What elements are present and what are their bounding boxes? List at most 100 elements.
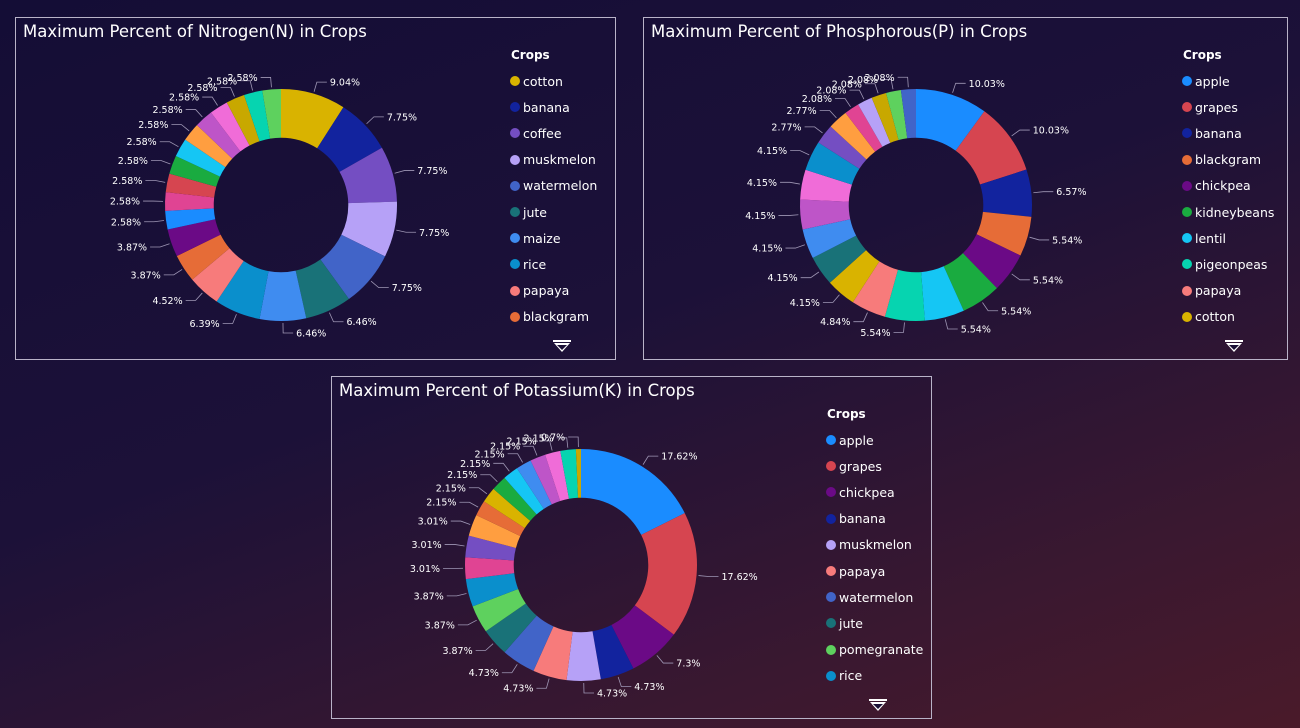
potassium-slice-pomegranate[interactable] [472,589,526,632]
phosphorous-slice-cotton[interactable] [829,250,880,303]
potassium-legend-more-button[interactable] [868,699,888,713]
potassium-slice-item-20[interactable] [560,449,579,499]
nitrogen-slice-item-10[interactable] [167,219,221,257]
nitrogen-legend-item-watermelon[interactable]: watermelon [510,173,597,199]
potassium-slice-rice[interactable] [465,573,519,607]
potassium-slice-item-11[interactable] [465,535,516,561]
phosphorous-legend-item-blackgram[interactable]: blackgram [1182,147,1274,173]
phosphorous-slice-item-18[interactable] [858,97,891,147]
nitrogen-legend-item-banana[interactable]: banana [510,94,597,120]
phosphorous-slice-item-13[interactable] [800,169,852,202]
nitrogen-slice-item-21[interactable] [262,89,281,139]
potassium-slice-item-13[interactable] [476,501,525,537]
nitrogen-legend-item-blackgram[interactable]: blackgram [510,304,597,330]
nitrogen-slice-coffee[interactable] [339,147,397,204]
potassium-slice-item-19[interactable] [545,450,569,502]
phosphorous-slice-lentil[interactable] [921,266,964,321]
potassium-legend-item-watermelon[interactable]: watermelon [826,584,923,610]
phosphorous-legend-item-cotton[interactable]: cotton [1182,304,1274,330]
potassium-legend-item-rice[interactable]: rice [826,663,923,689]
phosphorous-slice-grapes[interactable] [955,111,1027,185]
phosphorous-legend-item-apple[interactable]: apple [1182,68,1274,94]
nitrogen-slice-item-15[interactable] [175,139,226,177]
phosphorous-legend-item-kidneybeans[interactable]: kidneybeans [1182,199,1274,225]
phosphorous-legend-item-lentil[interactable]: lentil [1182,225,1274,251]
potassium-legend-item-chickpea[interactable]: chickpea [826,479,923,505]
phosphorous-slice-papaya[interactable] [852,261,898,317]
potassium-legend-item-papaya[interactable]: papaya [826,558,923,584]
nitrogen-slice-item-20[interactable] [244,90,271,142]
potassium-slice-grapes[interactable] [634,513,697,635]
nitrogen-slice-item-16[interactable] [185,125,233,168]
potassium-slice-jute[interactable] [485,603,537,653]
nitrogen-slice-item-13[interactable] [165,173,217,198]
phosphorous-legend-item-chickpea[interactable]: chickpea [1182,173,1274,199]
potassium-slice-muskmelon[interactable] [566,631,601,681]
potassium-slice-papaya[interactable] [533,626,573,681]
nitrogen-slice-rice[interactable] [216,260,269,319]
nitrogen-legend-more-button[interactable] [552,340,572,354]
phosphorous-slice-item-11[interactable] [802,219,857,258]
phosphorous-slice-item-14[interactable] [805,142,860,185]
potassium-legend-item-grapes[interactable]: grapes [826,453,923,479]
phosphorous-slice-item-15[interactable] [818,126,867,169]
phosphorous-slice-item-12[interactable] [800,199,851,230]
potassium-slice-item-17[interactable] [516,460,552,509]
phosphorous-legend-item-pigeonpeas[interactable]: pigeonpeas [1182,251,1274,277]
nitrogen-slice-cotton[interactable] [281,89,344,149]
nitrogen-slice-blackgram[interactable] [176,234,230,280]
nitrogen-legend-item-muskmelon[interactable]: muskmelon [510,147,597,173]
nitrogen-slice-item-11[interactable] [165,208,216,230]
potassium-slice-watermelon[interactable] [504,615,554,671]
nitrogen-legend-item-jute[interactable]: jute [510,199,597,225]
phosphorous-legend-item-banana[interactable]: banana [1182,120,1274,146]
potassium-slice-apple[interactable] [581,449,685,535]
nitrogen-slice-item-17[interactable] [196,112,241,159]
phosphorous-slice-banana[interactable] [980,169,1032,217]
nitrogen-slice-papaya[interactable] [192,248,244,302]
phosphorous-legend-item-papaya[interactable]: papaya [1182,278,1274,304]
nitrogen-legend-item-rice[interactable]: rice [510,251,597,277]
potassium-slice-item-16[interactable] [504,468,544,515]
potassium-slice-item-21[interactable] [575,449,581,498]
potassium-legend-item-banana[interactable]: banana [826,506,923,532]
nitrogen-slice-watermelon[interactable] [320,234,386,300]
phosphorous-legend-item-grapes[interactable]: grapes [1182,94,1274,120]
nitrogen-slice-item-12[interactable] [165,192,215,211]
phosphorous-slice-chickpea[interactable] [962,234,1021,289]
phosphorous-slice-item-17[interactable] [845,104,883,152]
nitrogen-slice-item-14[interactable] [169,156,221,187]
potassium-slice-item-10[interactable] [465,557,515,580]
potassium-slice-item-18[interactable] [530,454,561,505]
phosphorous-legend-more-button[interactable] [1224,340,1244,354]
potassium-legend-item-jute[interactable]: jute [826,610,923,636]
nitrogen-slice-banana[interactable] [317,107,382,172]
potassium-slice-item-15[interactable] [493,477,537,521]
potassium-slice-banana[interactable] [592,625,634,680]
phosphorous-slice-pigeonpeas[interactable] [884,269,925,321]
potassium-legend-item-muskmelon[interactable]: muskmelon [826,532,923,558]
potassium-slice-item-12[interactable] [468,515,521,548]
potassium-slice-chickpea[interactable] [611,605,674,669]
nitrogen-legend-item-papaya[interactable]: papaya [510,278,597,304]
phosphorous-slice-kidneybeans[interactable] [943,253,997,311]
phosphorous-slice-blackgram[interactable] [976,211,1032,256]
phosphorous-slice-item-10[interactable] [812,235,867,283]
nitrogen-slice-muskmelon[interactable] [341,201,397,257]
nitrogen-legend-item-maize[interactable]: maize [510,225,597,251]
phosphorous-slice-apple[interactable] [916,89,985,151]
phosphorous-slice-item-21[interactable] [900,89,916,139]
phosphorous-slice-item-20[interactable] [886,89,908,141]
nitrogen-slice-item-19[interactable] [226,95,260,146]
nitrogen-legend-item-cotton[interactable]: cotton [510,68,597,94]
nitrogen-slice-maize[interactable] [259,270,307,321]
nitrogen-slice-item-18[interactable] [210,102,250,152]
potassium-slice-item-14[interactable] [483,488,531,529]
nitrogen-legend-item-coffee[interactable]: coffee [510,120,597,146]
phosphorous-slice-item-16[interactable] [830,112,876,160]
phosphorous-slice-item-19[interactable] [871,92,899,143]
potassium-legend-item-pomegranate[interactable]: pomegranate [826,637,923,663]
nitrogen-slice-jute[interactable] [295,259,349,319]
potassium-legend-item-apple[interactable]: apple [826,427,923,453]
legend-color-dot [1182,180,1192,191]
